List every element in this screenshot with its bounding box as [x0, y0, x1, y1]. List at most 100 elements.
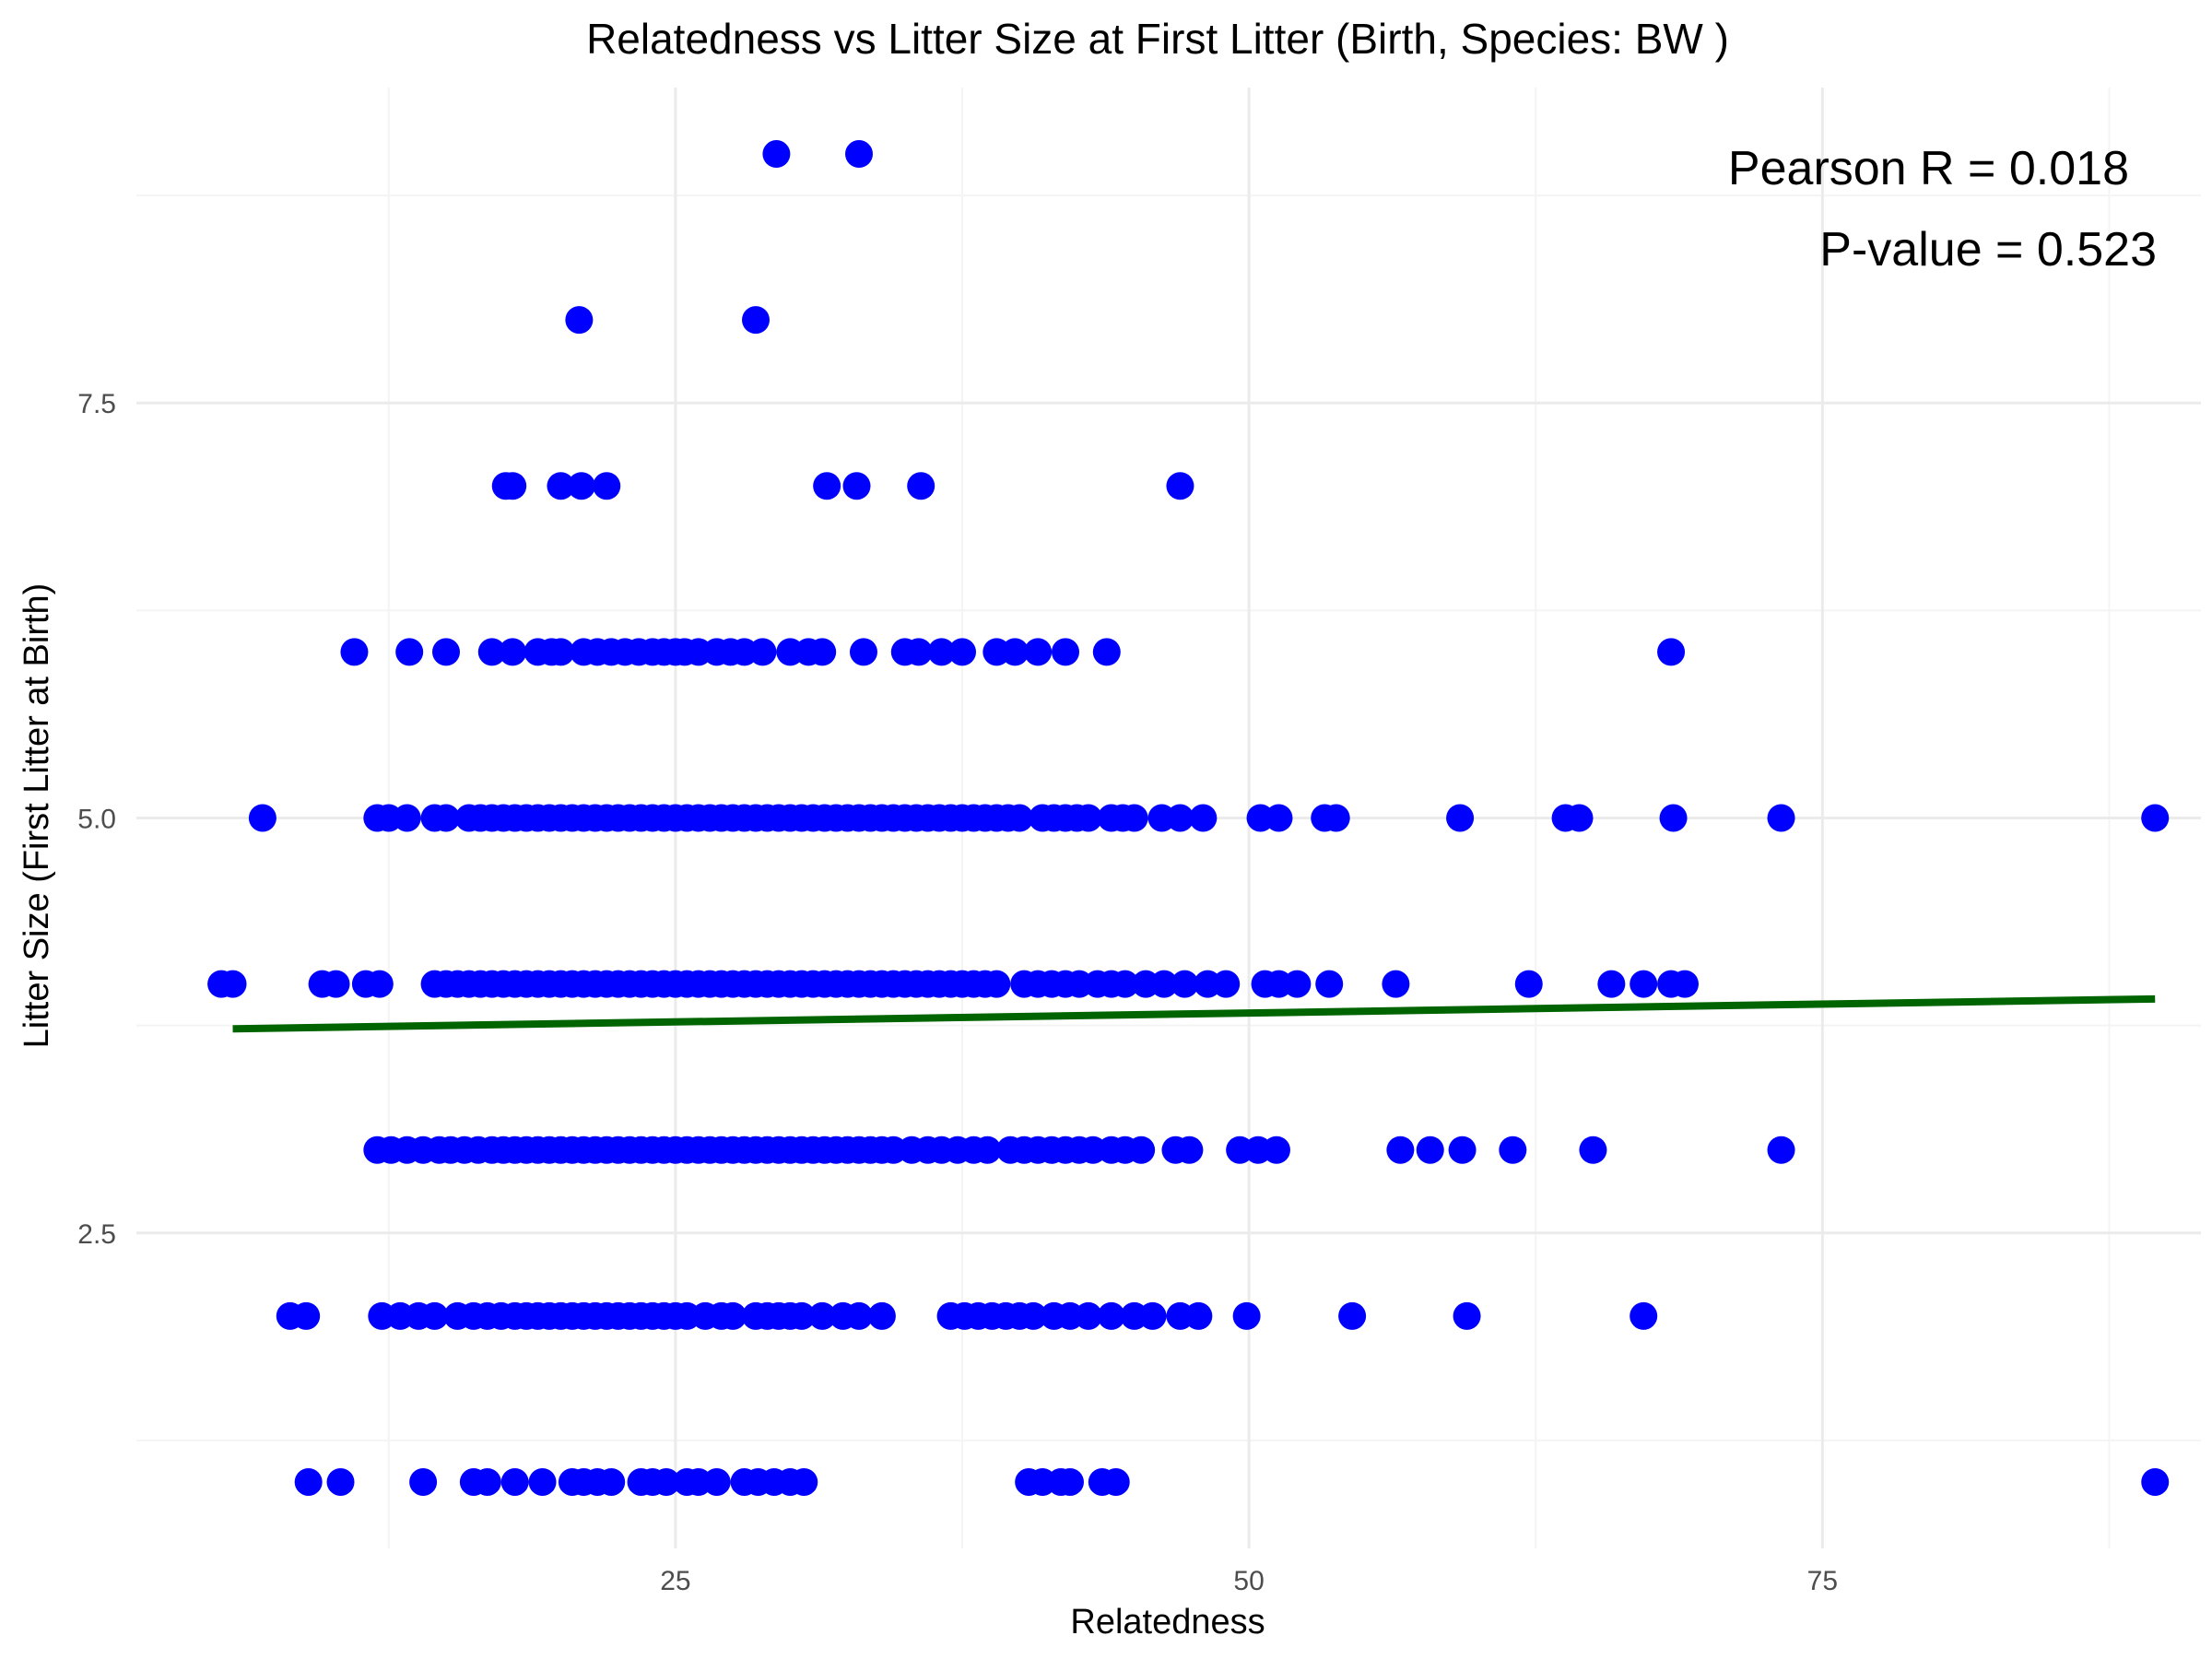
data-point: [1138, 1301, 1167, 1330]
data-point: [1338, 1301, 1367, 1330]
data-point: [1055, 1467, 1084, 1496]
data-point: [1322, 804, 1350, 832]
data-point: [1097, 1301, 1125, 1330]
data-point: [790, 1467, 818, 1496]
data-point: [813, 472, 841, 500]
data-point: [1111, 970, 1139, 998]
data-point: [432, 804, 460, 832]
data-point: [1024, 638, 1053, 666]
data-point: [907, 472, 935, 500]
data-point: [1767, 804, 1795, 832]
data-points: [207, 140, 2170, 1496]
data-point: [719, 1301, 747, 1330]
data-point: [1166, 804, 1194, 832]
data-point: [1052, 638, 1079, 666]
data-point: [1150, 970, 1179, 998]
data-point: [292, 1301, 321, 1330]
data-point: [500, 1467, 529, 1496]
data-point: [1283, 970, 1312, 998]
data-point: [1001, 638, 1030, 666]
data-point: [528, 1467, 557, 1496]
data-point: [473, 1467, 501, 1496]
x-tick-label: 75: [1807, 1566, 1838, 1596]
trend-line: [232, 994, 2156, 1033]
data-point: [742, 306, 770, 335]
chart-title: Relatedness vs Litter Size at First Litt…: [586, 15, 1729, 63]
data-point: [904, 638, 933, 666]
data-point: [845, 1301, 873, 1330]
data-point: [1074, 1301, 1102, 1330]
data-point: [322, 970, 350, 998]
data-point: [1514, 970, 1543, 998]
data-point: [499, 638, 527, 666]
data-point: [762, 140, 791, 169]
data-point: [1659, 804, 1688, 832]
data-point: [567, 472, 595, 500]
x-tick-labels: 25 50 75: [660, 1566, 1838, 1596]
data-point: [1767, 1135, 1795, 1164]
data-point: [597, 1467, 626, 1496]
data-point: [1671, 970, 1699, 998]
data-point: [393, 804, 421, 832]
data-point: [432, 638, 460, 666]
data-point: [748, 638, 777, 666]
data-point: [1630, 1301, 1658, 1330]
x-tick-label: 50: [1233, 1566, 1264, 1596]
y-tick-label: 2.5: [77, 1219, 116, 1250]
data-point: [702, 1467, 731, 1496]
data-point: [248, 804, 276, 832]
data-point: [420, 1301, 449, 1330]
data-point: [1565, 804, 1594, 832]
data-point: [652, 1467, 680, 1496]
p-value-annotation: P-value = 0.523: [1819, 223, 2157, 276]
data-point: [1092, 638, 1121, 666]
y-tick-labels: 2.5 5.0 7.5: [77, 389, 116, 1250]
data-point: [808, 638, 837, 666]
data-point: [1453, 1301, 1481, 1330]
trend-line-group: [232, 994, 2156, 1033]
data-point: [1120, 804, 1148, 832]
data-point: [1499, 1135, 1527, 1164]
y-tick-label: 7.5: [77, 389, 116, 419]
data-point: [365, 970, 394, 998]
data-point: [565, 306, 594, 335]
data-point: [395, 638, 424, 666]
data-point: [1074, 804, 1102, 832]
data-point: [982, 970, 1011, 998]
data-point: [1382, 970, 1410, 998]
data-point: [1006, 804, 1034, 832]
data-point: [1315, 970, 1344, 998]
data-point: [1171, 970, 1199, 998]
data-point: [867, 1301, 896, 1330]
data-point: [499, 472, 527, 500]
data-point: [1212, 970, 1241, 998]
data-point: [340, 638, 369, 666]
data-point: [1189, 804, 1218, 832]
data-point: [1184, 1301, 1213, 1330]
data-point: [547, 638, 575, 666]
data-point: [1175, 1135, 1204, 1164]
data-point: [477, 638, 506, 666]
data-point: [1446, 804, 1475, 832]
data-point: [1101, 1467, 1130, 1496]
data-point: [849, 638, 877, 666]
data-point: [1630, 970, 1658, 998]
data-point: [547, 472, 575, 500]
data-point: [1019, 1301, 1048, 1330]
data-point: [1232, 1301, 1261, 1330]
data-point: [1265, 804, 1293, 832]
data-point: [1597, 970, 1626, 998]
data-point: [593, 472, 621, 500]
data-point: [294, 1467, 323, 1496]
data-point: [948, 638, 976, 666]
data-point: [808, 1301, 837, 1330]
y-axis-title: Litter Size (First Litter at Birth): [18, 583, 56, 1049]
data-point: [2141, 1467, 2170, 1496]
data-point: [845, 140, 873, 169]
data-point: [2141, 804, 2170, 832]
data-point: [787, 1301, 816, 1330]
x-tick-label: 25: [660, 1566, 690, 1596]
pearson-r-annotation: Pearson R = 0.018: [1728, 142, 2129, 195]
data-point: [1416, 1135, 1444, 1164]
